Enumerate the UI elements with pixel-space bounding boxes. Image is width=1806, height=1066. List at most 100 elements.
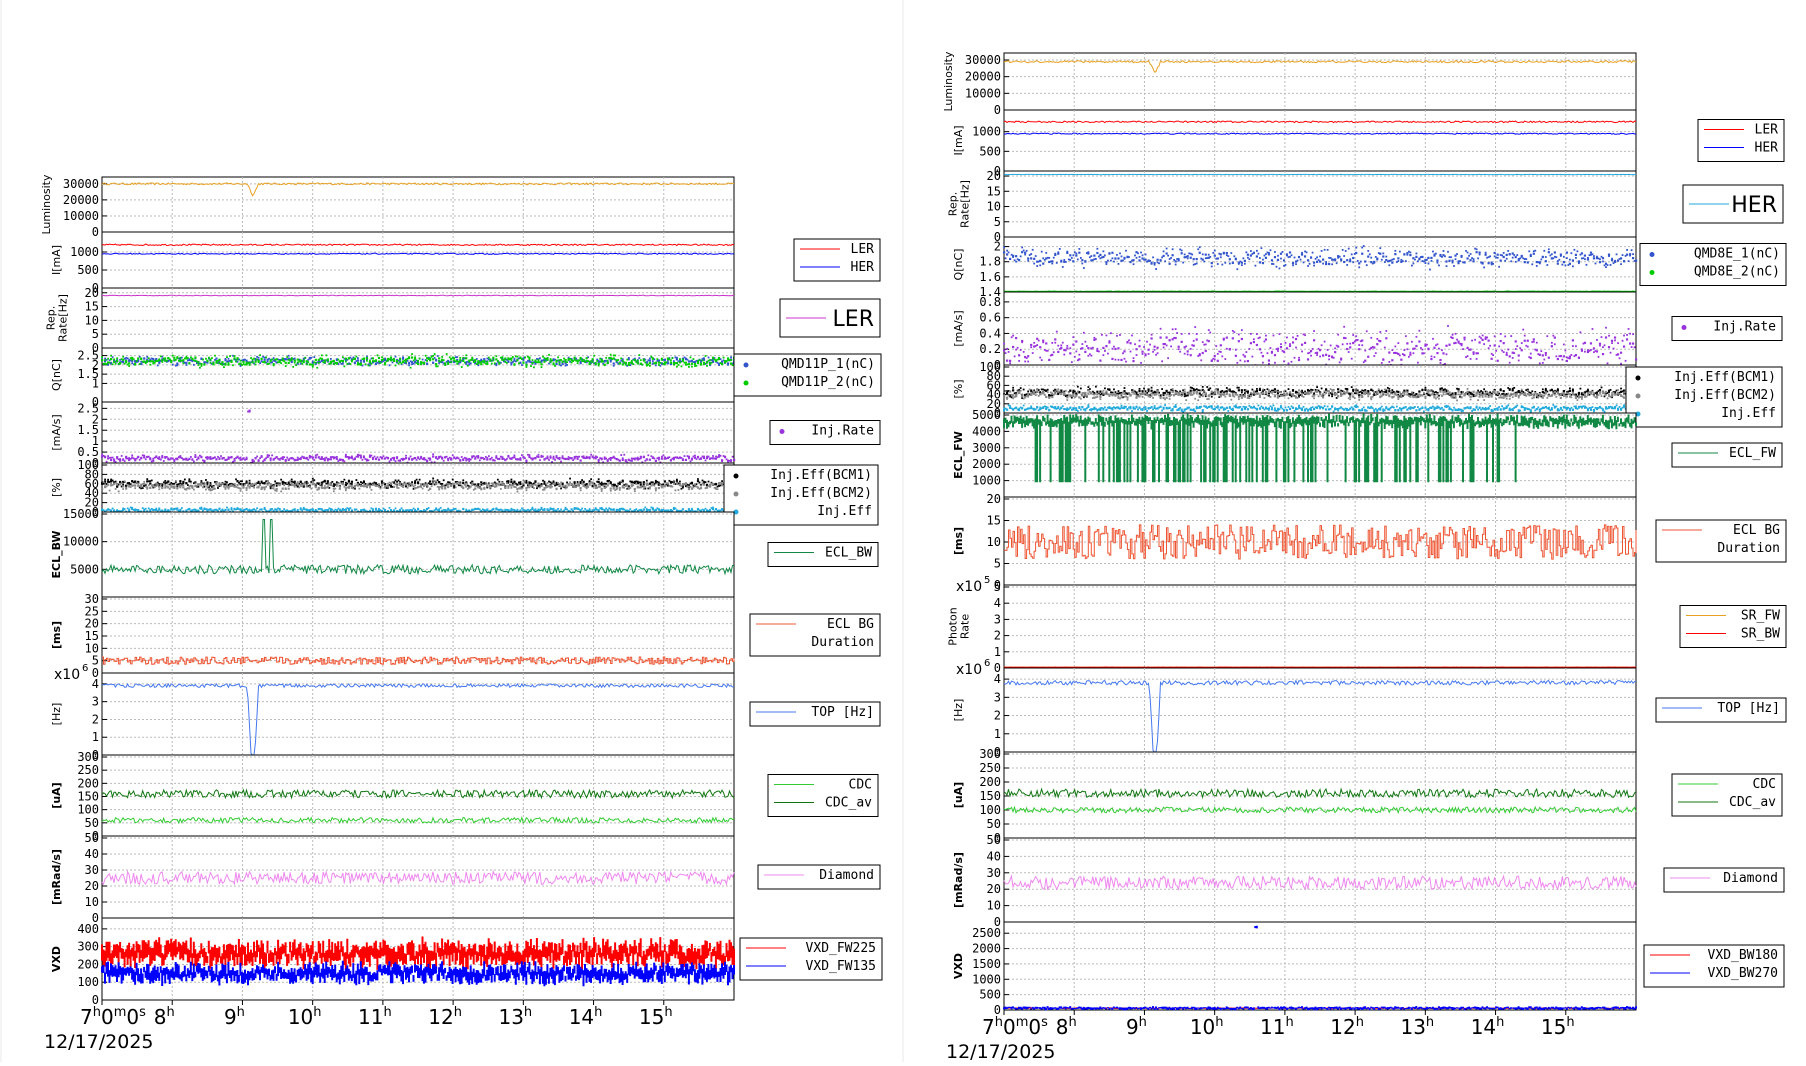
data-point [122, 488, 124, 490]
data-point [197, 361, 199, 363]
data-point [441, 483, 443, 485]
date-label: 12/17/2025 [44, 1031, 154, 1053]
data-point [1622, 254, 1624, 256]
legend-label: LER [1755, 123, 1779, 138]
y-tick-label: 30 [85, 592, 99, 606]
data-point [491, 363, 493, 365]
data-point [200, 482, 202, 484]
data-point [188, 478, 190, 480]
data-point [283, 508, 285, 510]
y-tick-label: 500 [979, 144, 1001, 158]
y-axis-label: [ms] [50, 621, 63, 649]
data-point [330, 483, 332, 485]
data-point [122, 356, 124, 358]
y-tick-label: 0 [92, 225, 99, 239]
data-point [1294, 257, 1296, 259]
data-point [268, 455, 270, 457]
y-tick-label: 5 [92, 327, 99, 341]
data-point [187, 357, 189, 359]
y-tick-label: 10 [987, 200, 1001, 214]
data-point [629, 508, 631, 510]
data-point [283, 456, 285, 458]
y-tick-label: 1.8 [979, 255, 1001, 269]
data-point [325, 354, 327, 356]
data-point [613, 357, 615, 359]
data-point [532, 485, 534, 487]
data-point [164, 357, 166, 359]
data-point [1608, 255, 1610, 257]
data-point [488, 455, 490, 457]
data-point [1140, 252, 1142, 254]
data-point [675, 508, 677, 510]
data-point [556, 488, 558, 490]
data-point [331, 481, 333, 483]
data-point [1093, 255, 1095, 257]
data-point [157, 365, 159, 367]
data-point [1428, 263, 1430, 265]
x-tick-label: 7h0m0s [80, 1005, 146, 1029]
data-point [596, 360, 598, 362]
legend: Diamond [758, 865, 880, 889]
data-point [604, 364, 606, 366]
panel-frame [102, 348, 734, 402]
panel-4: 1.41.61.82Q[nC]QMD8E_1(nC)QMD8E_2(nC) [952, 237, 1786, 299]
data-point [110, 355, 112, 357]
data-point [1569, 263, 1571, 265]
data-point [193, 460, 195, 462]
data-point [276, 358, 278, 360]
data-point [264, 483, 266, 485]
data-point [104, 484, 106, 486]
data-point [523, 362, 525, 364]
data-point [219, 482, 221, 484]
data-point [198, 364, 200, 366]
data-point [653, 485, 655, 487]
data-point [304, 357, 306, 359]
data-point [383, 358, 385, 360]
series-qmd8e-2-nc- [1004, 291, 1636, 292]
data-point [634, 359, 636, 361]
data-point [1128, 256, 1130, 258]
data-point [106, 461, 108, 463]
data-point [349, 507, 351, 509]
data-point [321, 358, 323, 360]
data-point [1599, 261, 1601, 263]
data-point [273, 364, 275, 366]
data-point [1409, 252, 1411, 254]
data-point [1515, 261, 1517, 263]
data-point [1602, 261, 1604, 263]
data-point [342, 482, 344, 484]
data-point [521, 358, 523, 360]
data-point [1024, 252, 1026, 254]
y-tick-label: 500 [77, 263, 99, 277]
data-point [122, 458, 124, 460]
data-point [242, 361, 244, 363]
data-point [1109, 252, 1111, 254]
data-point [1164, 260, 1166, 262]
data-point [641, 364, 643, 366]
data-point [240, 360, 242, 362]
data-point [149, 457, 151, 459]
data-point [531, 362, 533, 364]
data-point [477, 455, 479, 457]
data-point [356, 509, 358, 511]
data-point [231, 456, 233, 458]
data-point [480, 359, 482, 361]
data-point [1476, 248, 1478, 250]
data-point [276, 490, 278, 492]
data-point [1172, 248, 1174, 250]
data-point [515, 486, 517, 488]
data-point [1304, 255, 1306, 257]
data-point [672, 510, 674, 512]
data-point [1274, 256, 1276, 258]
data-point [148, 484, 150, 486]
data-point [1104, 254, 1106, 256]
data-point [658, 459, 660, 461]
data-point [1327, 249, 1329, 251]
data-point [223, 366, 225, 368]
data-point [107, 479, 109, 481]
data-point [226, 356, 228, 358]
data-point [202, 359, 204, 361]
data-point [109, 490, 111, 492]
data-point [450, 485, 452, 487]
